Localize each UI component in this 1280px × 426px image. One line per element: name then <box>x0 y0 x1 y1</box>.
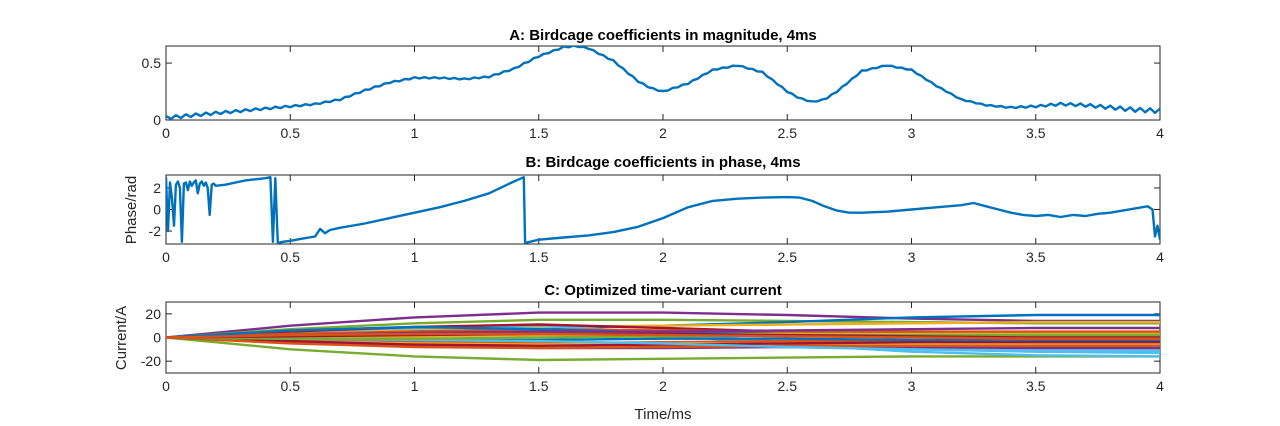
x-tick-label: 1.5 <box>529 125 549 141</box>
x-tick-label: 0 <box>162 125 170 141</box>
panel-b-y-axis-label: Phase/rad <box>123 176 140 244</box>
y-tick-label: 0 <box>153 330 161 346</box>
x-tick-label: 3 <box>908 249 916 265</box>
plot-area <box>165 45 1161 121</box>
x-tick-label: 2.5 <box>778 378 798 394</box>
series-group <box>166 46 1160 120</box>
panel-a-magnitude: A: Birdcage coefficients in magnitude, 4… <box>142 27 1165 141</box>
y-tick-label: 0 <box>153 112 161 128</box>
panel-b-title: B: Birdcage coefficients in phase, 4ms <box>525 154 800 171</box>
x-tick-label: 1.5 <box>529 249 549 265</box>
series-group <box>166 176 1160 244</box>
x-tick-label: 4 <box>1156 249 1164 265</box>
x-tick-label: 4 <box>1156 378 1164 394</box>
x-tick-label: 2 <box>659 378 667 394</box>
x-tick-label: 1.5 <box>529 378 549 394</box>
x-tick-label: 0 <box>162 378 170 394</box>
x-tick-label: 2 <box>659 125 667 141</box>
x-tick-label: 1 <box>411 249 419 265</box>
panel-b-phase: B: Birdcage coefficients in phase, 4ms P… <box>123 154 1164 265</box>
panel-c-current: C: Optimized time-variant current Curren… <box>113 282 1164 423</box>
x-tick-label: 3.5 <box>1026 249 1046 265</box>
x-tick-label: 1 <box>411 378 419 394</box>
x-tick-label: 2.5 <box>778 125 798 141</box>
x-tick-label: 2.5 <box>778 249 798 265</box>
series-line-coil-1 <box>166 311 1160 339</box>
series-line-coil-3 <box>166 336 1160 362</box>
series-line-coil-24 <box>166 332 1160 340</box>
y-tick-label: -2 <box>149 223 162 239</box>
y-tick-label: 0 <box>153 202 161 218</box>
x-tick-label: 0.5 <box>281 249 301 265</box>
series-line-magnitude <box>166 46 1160 120</box>
x-tick-label: 1 <box>411 125 419 141</box>
panel-c-y-axis-label: Current/A <box>113 306 130 370</box>
y-tick-label: -20 <box>141 353 161 369</box>
panel-c-x-axis-label: Time/ms <box>635 406 692 423</box>
x-tick-label: 3.5 <box>1026 125 1046 141</box>
x-tick-label: 3 <box>908 378 916 394</box>
series-line-coil-18 <box>166 336 1160 350</box>
x-tick-label: 2 <box>659 249 667 265</box>
y-tick-label: 2 <box>153 180 161 196</box>
panel-c-title: C: Optimized time-variant current <box>544 282 782 299</box>
series-group <box>166 311 1160 362</box>
x-tick-label: 3 <box>908 125 916 141</box>
plot-area <box>165 174 1161 245</box>
series-line-phase <box>166 176 1160 244</box>
y-tick-label: 20 <box>145 306 161 322</box>
panel-a-title: A: Birdcage coefficients in magnitude, 4… <box>509 27 817 44</box>
x-tick-label: 4 <box>1156 125 1164 141</box>
x-tick-label: 0 <box>162 249 170 265</box>
x-tick-label: 0.5 <box>281 378 301 394</box>
x-tick-label: 0.5 <box>281 125 301 141</box>
x-tick-label: 3.5 <box>1026 378 1046 394</box>
y-tick-label: 0.5 <box>142 55 162 71</box>
